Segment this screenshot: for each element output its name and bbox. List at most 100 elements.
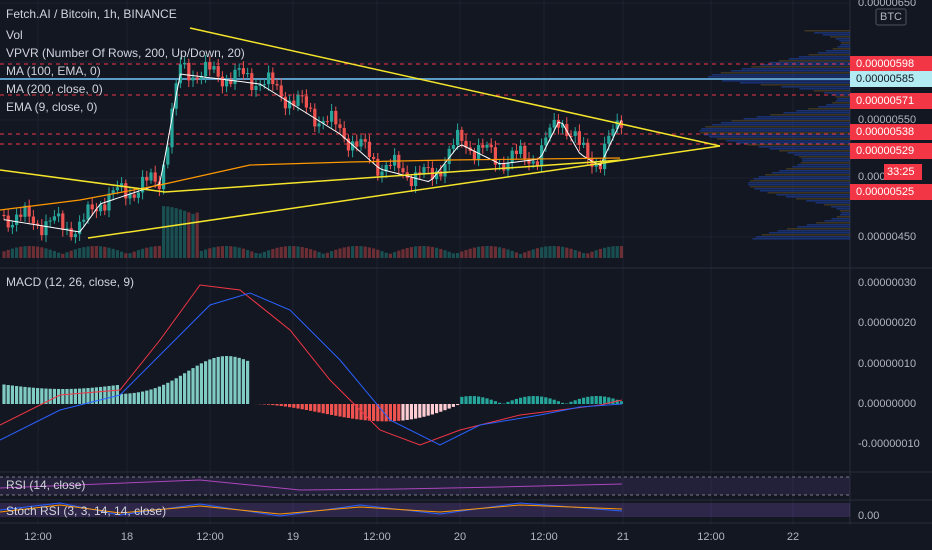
- volume-profile-bar: [839, 210, 850, 212]
- volume-bar: [586, 253, 590, 258]
- volume-profile-bar: [716, 138, 850, 140]
- macd-histogram: [136, 392, 140, 404]
- volume-bar: [439, 248, 443, 258]
- indicator-label: VPVR (Number Of Rows, 200, Up/Down, 20): [6, 46, 245, 60]
- candle-body: [199, 76, 203, 80]
- volume-bar: [288, 246, 292, 258]
- volume-profile-bar: [758, 146, 850, 148]
- volume-bar: [481, 246, 485, 258]
- candle-body: [204, 61, 208, 77]
- indicator-label: EMA (9, close, 0): [6, 100, 97, 114]
- price-marker-label: 0.00000525: [856, 186, 914, 198]
- time-label: 18: [121, 531, 133, 543]
- candle-body: [191, 77, 195, 81]
- macd-histogram: [577, 398, 581, 404]
- macd-histogram: [594, 396, 598, 404]
- volume-bar: [363, 246, 367, 258]
- volume-profile-bar: [767, 192, 850, 194]
- macd-histogram: [107, 386, 111, 404]
- time-label: 20: [454, 531, 466, 543]
- macd-histogram: [548, 398, 552, 404]
- indicator-label: MA (100, EMA, 0): [6, 64, 101, 78]
- candle-body: [342, 128, 346, 139]
- volume-bar: [498, 247, 502, 258]
- volume-profile-bar: [739, 82, 850, 84]
- macd-histogram: [355, 404, 359, 420]
- volume-bar: [535, 248, 539, 258]
- volume-profile-bar: [751, 66, 850, 68]
- candle-body: [195, 77, 199, 80]
- volume-bar: [187, 212, 191, 258]
- chart-title: Fetch.AI / Bitcoin, 1h, BINANCE: [6, 7, 177, 21]
- candle-body: [380, 171, 384, 176]
- macd-histogram: [10, 385, 14, 404]
- price-marker: [850, 124, 932, 140]
- price-label: 0.00000650: [858, 0, 916, 9]
- macd-histogram: [523, 396, 527, 404]
- ma-line: [0, 157, 621, 211]
- volume-bar: [577, 251, 581, 258]
- volume-profile-bar: [769, 148, 850, 150]
- macd-histogram: [292, 404, 296, 408]
- macd-histogram: [304, 404, 308, 411]
- candle-body: [300, 95, 304, 97]
- pane-title: RSI (14, close): [6, 478, 85, 492]
- volume-profile-bar: [711, 74, 850, 76]
- volume-profile-bar: [807, 108, 850, 110]
- candle-body: [61, 213, 65, 230]
- candle-body: [36, 223, 40, 226]
- macd-histogram: [241, 359, 245, 404]
- volume-bar: [157, 246, 161, 258]
- volume-bar: [359, 246, 363, 258]
- price-marker-label: 0.00000598: [856, 58, 914, 70]
- volume-profile-bar: [806, 200, 850, 202]
- macd-histogram: [359, 404, 363, 420]
- volume-profile-bar: [736, 142, 850, 144]
- macd-histogram: [418, 404, 422, 418]
- volume-bar: [237, 247, 241, 258]
- volume-profile-bar: [836, 216, 850, 218]
- macd-histogram: [489, 399, 493, 404]
- candle-body: [153, 172, 157, 182]
- macd-histogram: [619, 401, 623, 404]
- macd-histogram: [561, 402, 565, 404]
- price-marker: [850, 93, 932, 109]
- volume-profile-bar: [701, 128, 850, 130]
- volume-bar: [233, 246, 237, 258]
- candle-body: [309, 107, 313, 109]
- macd-histogram: [153, 388, 157, 404]
- candle-body: [267, 72, 271, 85]
- volume-bar: [208, 248, 212, 258]
- volume-profile-bar: [753, 178, 850, 180]
- volume-bar: [615, 246, 619, 258]
- volume-bar: [540, 247, 544, 258]
- volume-profile-bar: [835, 38, 850, 40]
- volume-profile-bar: [731, 120, 850, 122]
- candle-body: [250, 73, 254, 91]
- macd-histogram: [468, 396, 472, 404]
- candle-body: [435, 171, 439, 180]
- price-marker-label: 0.00000571: [856, 95, 914, 107]
- candle-body: [65, 228, 69, 230]
- macd-histogram: [393, 404, 397, 422]
- volume-bar: [506, 249, 510, 258]
- macd-histogram: [582, 397, 586, 404]
- candle-body: [531, 161, 535, 164]
- macd-histogram: [409, 404, 413, 420]
- volume-bar: [384, 252, 388, 258]
- macd-histogram: [78, 388, 82, 404]
- macd-histogram: [430, 404, 434, 415]
- signal-line: [0, 292, 623, 446]
- candle-body: [594, 164, 598, 167]
- volume-bar: [485, 246, 489, 258]
- macd-histogram: [414, 404, 418, 419]
- macd-histogram: [40, 388, 44, 404]
- volume-bar: [15, 247, 19, 258]
- volume-bar: [19, 246, 23, 258]
- macd-histogram: [477, 396, 481, 404]
- candle-body: [384, 164, 388, 172]
- volume-bar: [405, 248, 409, 258]
- volume-bar: [456, 253, 460, 258]
- candle-body: [237, 68, 241, 70]
- candle-body: [141, 176, 145, 193]
